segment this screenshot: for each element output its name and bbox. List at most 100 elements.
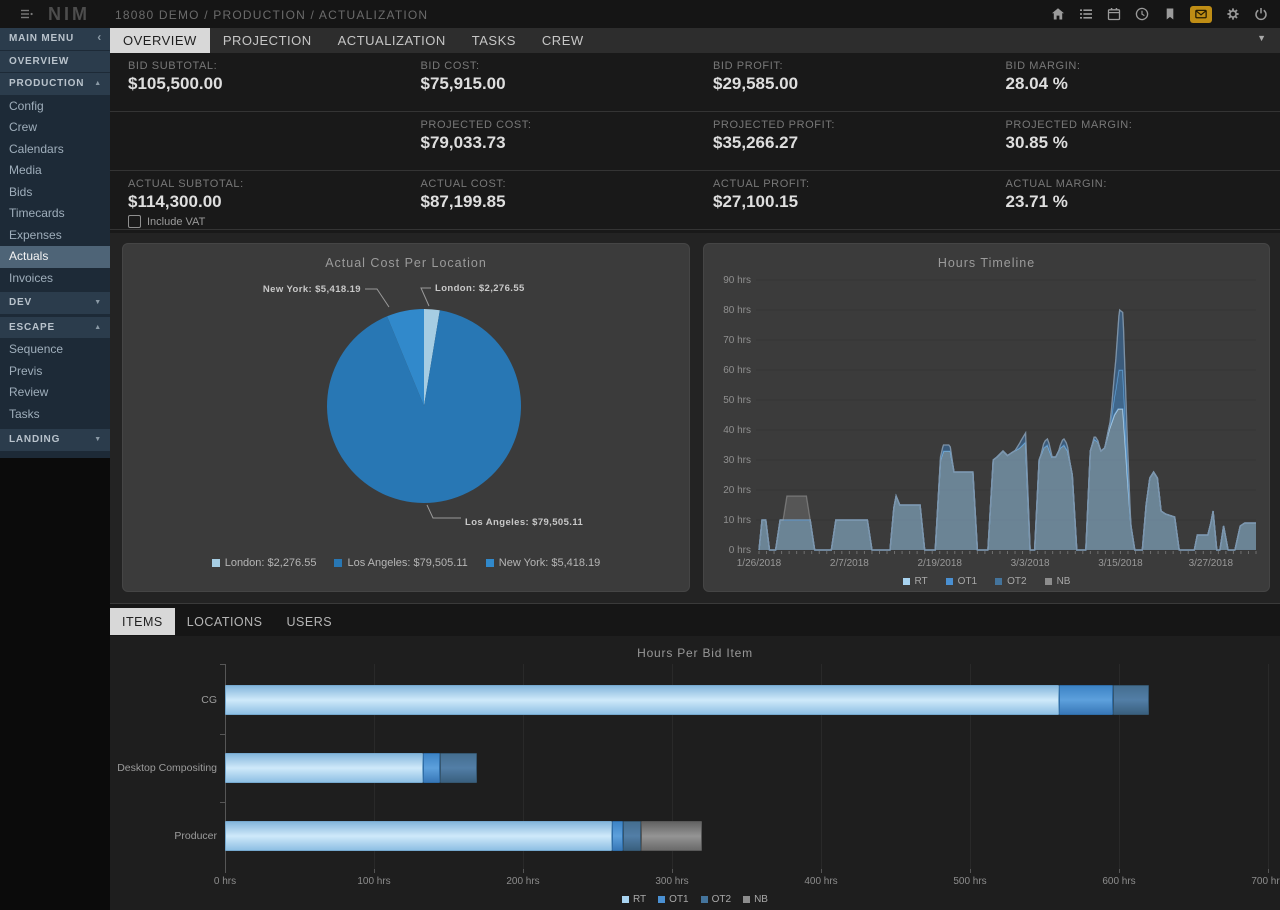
pie-callout-label: Los Angeles: $79,505.11 xyxy=(465,517,583,528)
bar-chart-legend: RT OT1 OT2 NB xyxy=(110,894,1280,905)
tabbar-dropdown-icon[interactable]: ▼ xyxy=(1257,33,1266,43)
sidebar-item-actuals[interactable]: Actuals xyxy=(0,246,110,268)
legend-swatch xyxy=(1044,578,1052,585)
sidebar-item-review[interactable]: Review xyxy=(9,385,49,399)
x-axis-tick xyxy=(970,869,971,873)
legend-swatch xyxy=(743,896,751,903)
bar-segment-rt[interactable] xyxy=(225,685,1060,715)
sidebar-header-landing[interactable]: LANDING ▼ xyxy=(0,429,110,451)
gear-icon[interactable] xyxy=(1225,7,1240,22)
legend-swatch xyxy=(211,559,220,567)
hours-timeline-chart: 0 hrs 10 hrs 20 hrs 30 hrs 40 hrs 50 hrs 60 hr… xyxy=(723,275,1257,569)
sidebar-item-bids[interactable]: Bids xyxy=(9,184,33,199)
pie-slice-new-york[interactable] xyxy=(387,309,424,406)
tab-tasks[interactable]: TASKS xyxy=(471,33,516,48)
calendar-icon[interactable] xyxy=(1106,7,1121,22)
bar-segment-ot2[interactable] xyxy=(622,821,641,851)
legend-swatch xyxy=(995,578,1003,585)
list-icon[interactable] xyxy=(1078,7,1093,22)
actual-cost: ACTUAL COST: $87,199.85 xyxy=(420,178,507,211)
sidebar-header-escape[interactable]: ESCAPE ▲ xyxy=(0,316,110,338)
bar-segment-nb[interactable] xyxy=(640,821,702,851)
actual-totals-row: ACTUAL SUBTOTAL: $114,300.00 Include VAT… xyxy=(110,171,1280,230)
x-axis-tick-label: 700 hrs xyxy=(1251,876,1280,887)
sidebar-item-media[interactable]: Media xyxy=(9,163,42,177)
collapse-sidebar-icon[interactable]: ‹ xyxy=(97,30,102,44)
x-axis-tick xyxy=(821,869,822,873)
bar-segment-ot2[interactable] xyxy=(439,753,477,783)
projected-cost: PROJECTED COST: $79,033.73 xyxy=(420,119,532,152)
subtab-items[interactable]: ITEMS xyxy=(110,608,175,635)
pie-chart-title: Actual Cost Per Location xyxy=(325,256,487,270)
area-series-line-nb xyxy=(758,308,1256,551)
x-axis-tick-label: 3/27/2018 xyxy=(1189,558,1234,569)
pie-slice-london[interactable] xyxy=(424,309,440,406)
nim-logo: NIM xyxy=(48,4,90,24)
tab-overview[interactable]: OVERVIEW xyxy=(110,28,210,53)
x-axis-tick-label: 300 hrs xyxy=(655,876,689,887)
y-axis-tick-label: 20 hrs xyxy=(723,485,751,496)
x-axis-tick-label: 500 hrs xyxy=(953,876,987,887)
bar-segment-ot1[interactable] xyxy=(612,821,623,851)
legend-label: OT2 xyxy=(1007,576,1027,587)
y-axis-tick-label: 50 hrs xyxy=(723,395,751,406)
gridline xyxy=(672,664,673,869)
sidebar-item-expenses[interactable]: Expenses xyxy=(9,227,62,242)
power-icon[interactable] xyxy=(1253,7,1268,22)
y-axis-tick-label: 40 hrs xyxy=(723,425,751,436)
sidebar-item-crew[interactable]: Crew xyxy=(9,120,38,134)
sidebar-header-main-menu[interactable]: MAIN MENU ‹ xyxy=(0,28,110,50)
sidebar-item-invoices[interactable]: Invoices xyxy=(9,270,54,285)
bar-legend-item: RT xyxy=(622,894,646,905)
bar-chart-plot: CG Desktop Compositing Producer xyxy=(117,664,1269,873)
clock-icon[interactable] xyxy=(1134,7,1149,22)
chevron-up-icon: ▲ xyxy=(94,323,102,331)
chevron-down-icon: ▼ xyxy=(94,436,102,443)
subtab-users[interactable]: USERS xyxy=(286,615,333,629)
bar-segment-rt[interactable] xyxy=(225,821,613,851)
bar-segment-ot2[interactable] xyxy=(1113,685,1149,715)
sidebar-item-previs[interactable]: Previs xyxy=(9,363,43,378)
tab-actualization[interactable]: ACTUALIZATION xyxy=(337,33,446,48)
x-axis-tick xyxy=(374,869,375,873)
x-axis-tick-label: 2/7/2018 xyxy=(830,558,869,569)
sidebar-header-dev[interactable]: DEV ▼ xyxy=(0,292,110,314)
x-axis-tick-label: 0 hrs xyxy=(213,876,237,887)
hours-per-bid-item-chart: Hours Per Bid Item CG Desktop Compositing… xyxy=(110,636,1280,910)
tab-projection[interactable]: PROJECTION xyxy=(222,33,312,48)
sidebar-item-calendars[interactable]: Calendars xyxy=(9,141,64,156)
menu-toggle-icon[interactable] xyxy=(20,7,34,21)
pie-slice-los-angeles[interactable] xyxy=(327,310,522,503)
top-bar: NIM 18080 DEMO / PRODUCTION / ACTUALIZAT… xyxy=(0,0,1280,28)
sidebar-item-config[interactable]: Config xyxy=(9,98,44,113)
sidebar-item-timecards[interactable]: Timecards xyxy=(9,206,65,220)
legend-label: RT xyxy=(633,894,647,905)
area-series-rt[interactable] xyxy=(759,409,1256,550)
bar-segment-rt[interactable] xyxy=(225,753,424,783)
sidebar-item-tasks[interactable]: Tasks xyxy=(9,406,40,421)
pie-legend-item: Los Angeles: $79,505.11 xyxy=(334,557,468,569)
tab-crew[interactable]: CREW xyxy=(541,33,584,48)
timeline-legend-item: RT xyxy=(902,576,928,587)
sidebar-item-overview[interactable]: OVERVIEW xyxy=(0,50,110,72)
topbar-icons xyxy=(1050,0,1268,28)
y-axis-tick-label: 0 hrs xyxy=(729,545,751,556)
legend-swatch xyxy=(485,559,494,567)
actual-margin: ACTUAL MARGIN: 23.71 % xyxy=(1005,178,1108,211)
bookmark-icon[interactable] xyxy=(1162,7,1177,22)
pie-legend-item: London: $2,276.55 xyxy=(211,557,316,569)
legend-label: OT1 xyxy=(957,576,978,587)
sidebar-header-production[interactable]: PRODUCTION ▲ xyxy=(0,73,110,95)
mail-icon[interactable] xyxy=(1190,5,1212,23)
subtab-locations[interactable]: LOCATIONS xyxy=(186,615,263,629)
gridline xyxy=(1119,664,1120,869)
projected-margin: PROJECTED MARGIN: 30.85 % xyxy=(1005,119,1133,152)
home-icon[interactable] xyxy=(1050,7,1065,22)
include-vat-checkbox[interactable] xyxy=(128,215,141,228)
bar-segment-ot1[interactable] xyxy=(1059,685,1114,715)
sidebar-item-sequence[interactable]: Sequence xyxy=(9,342,64,356)
bar-category-label: Desktop Compositing xyxy=(117,762,217,774)
breakdown-section: ITEMS LOCATIONS USERS Hours Per Bid Item C… xyxy=(110,603,1280,910)
bar-segment-ot1[interactable] xyxy=(423,753,440,783)
